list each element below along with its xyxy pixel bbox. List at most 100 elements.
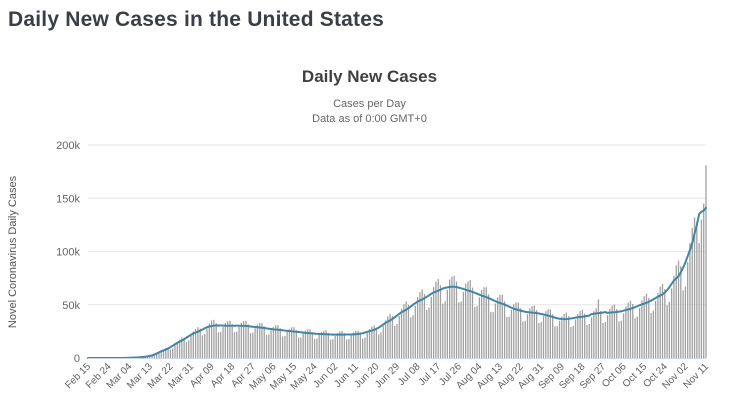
bar [611,305,613,358]
bar [661,283,664,358]
bar [545,311,547,358]
bar [407,304,410,358]
moving-average-line [87,206,707,359]
x-tick-label: Jul 17 [417,361,444,388]
bar [192,331,194,358]
bar [284,335,286,358]
bar [373,325,375,358]
bar [673,276,675,358]
bar [691,228,693,358]
bar [199,328,201,358]
bar [499,294,501,358]
bar [666,305,668,358]
bar [604,322,606,358]
bar [281,336,284,358]
daily-cases-bars [87,165,707,359]
bar [462,291,465,358]
bar [609,308,611,358]
bar [156,354,158,358]
bar [224,323,226,358]
bar [366,333,368,358]
bar [618,321,620,358]
bar [570,326,572,358]
bar [542,316,545,358]
bar [563,313,565,358]
bar [606,315,609,358]
bar [185,341,188,358]
bar [329,339,332,358]
bar [277,325,279,358]
bar [362,338,364,358]
bar [325,330,327,358]
y-axis-tick-labels: 0 50k 100k 150k 200k [56,140,80,365]
bar [405,301,407,358]
bar [419,292,421,358]
bar [693,217,696,358]
bar [474,306,476,358]
bar [627,302,629,358]
bar [391,316,394,358]
bar [451,276,453,358]
bar [215,323,217,358]
bar [641,300,643,358]
bar [210,320,213,358]
bar [309,329,311,358]
bar [323,330,325,358]
bar [600,310,602,358]
bar [201,335,204,358]
bar [375,327,378,358]
bar [558,320,561,358]
bar [458,302,460,358]
bar [254,328,256,358]
bar [590,317,593,358]
bar [476,306,478,358]
bar [568,316,570,358]
y-axis-title: Novel Coronavirus Daily Cases [7,175,19,328]
bar [167,347,169,358]
bar [501,294,503,358]
bar [616,309,618,358]
bar [645,293,648,358]
bar [320,332,323,358]
bar [204,334,206,358]
bar [572,325,574,358]
bar [421,289,423,358]
bar [529,308,531,358]
bar [595,308,597,358]
page-title: Daily New Cases in the United States [8,8,384,31]
bar [703,203,705,358]
bar [439,285,442,358]
bar [307,329,309,358]
bar [332,339,334,358]
bar [275,325,277,358]
bar [540,322,542,358]
bar [249,333,252,358]
bar [300,337,302,358]
bar [364,337,366,358]
bar [181,337,183,358]
bar [268,334,270,358]
bar [533,305,535,358]
bar [597,299,600,358]
bar [316,338,318,358]
y-tick-label: 100k [56,247,80,259]
bar [579,311,581,358]
bar [467,281,469,358]
bar [357,330,359,358]
bar [382,326,384,358]
bar [272,326,275,358]
bar [680,266,682,358]
gridlines [88,144,706,306]
bar [343,333,346,358]
bar [426,309,428,358]
bar [400,308,403,358]
bar [345,339,348,358]
chart-subtitle-cases-per-day: Cases per Day [333,98,406,110]
bar [556,326,558,358]
bar [190,335,192,358]
bar [226,321,229,358]
bar [295,330,297,358]
bar [341,330,343,358]
bar [652,310,655,358]
